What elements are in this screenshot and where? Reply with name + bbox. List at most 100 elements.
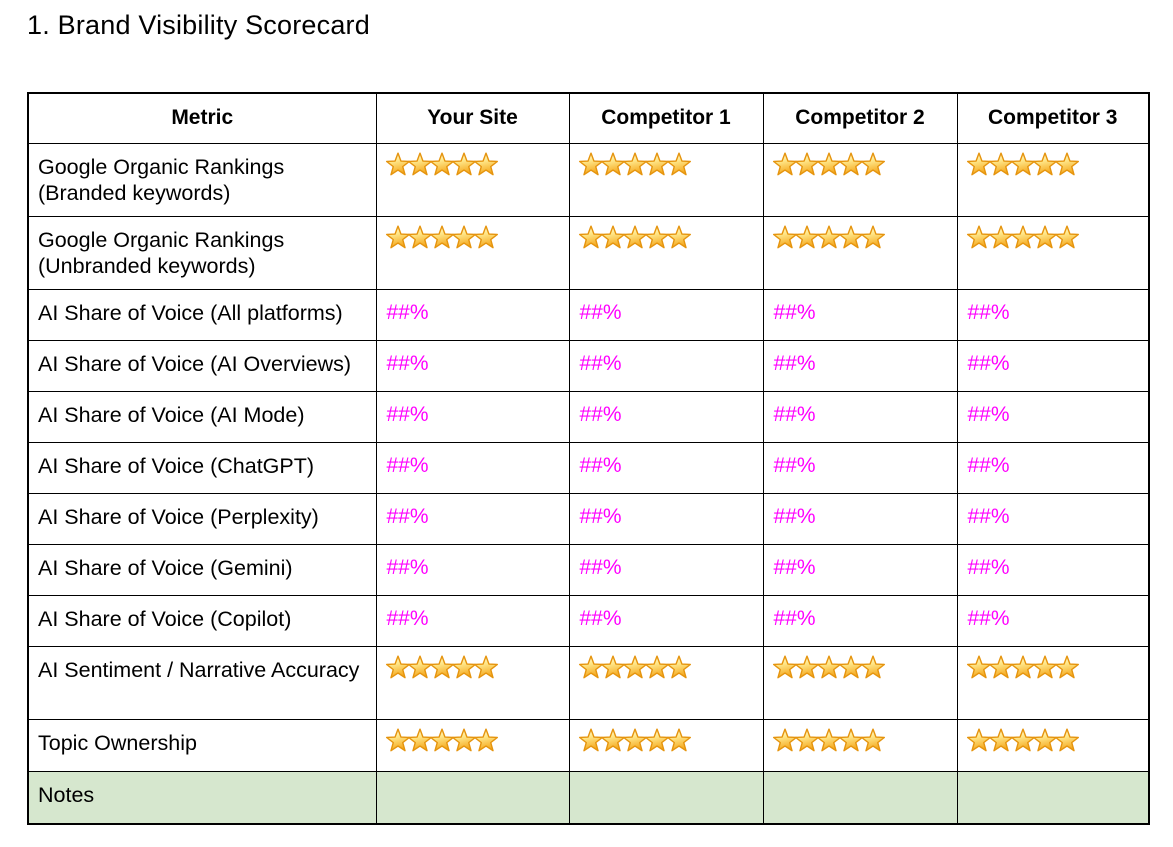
star-icon xyxy=(816,654,841,678)
star-icon xyxy=(1010,727,1035,751)
star-icon xyxy=(644,151,669,175)
stars-cell[interactable] xyxy=(375,718,570,772)
percent-cell[interactable]: ##% xyxy=(956,492,1150,545)
star-icon xyxy=(966,654,991,678)
table-row-2: AI Share of Voice (All platforms) ##% ##% #… xyxy=(27,288,1150,341)
row-label: AI Share of Voice (AI Mode) xyxy=(27,390,377,443)
row-label: Topic Ownership xyxy=(27,718,377,772)
star-icon xyxy=(407,151,432,175)
percent-cell[interactable]: ##% xyxy=(568,543,764,596)
column-header-0: Metric xyxy=(27,92,377,144)
star-icon xyxy=(644,654,669,678)
percent-cell[interactable]: ##% xyxy=(762,441,958,494)
star-icon xyxy=(578,151,603,175)
percent-cell[interactable]: ##% xyxy=(375,288,570,341)
star-icon xyxy=(451,727,476,751)
percent-cell[interactable]: ##% xyxy=(568,441,764,494)
row-label: AI Share of Voice (All platforms) xyxy=(27,288,377,341)
percent-cell[interactable]: ##% xyxy=(762,390,958,443)
stars-cell[interactable] xyxy=(375,142,570,217)
notes-cell[interactable] xyxy=(568,770,764,825)
percent-cell[interactable]: ##% xyxy=(375,543,570,596)
percent-cell[interactable]: ##% xyxy=(956,339,1150,392)
star-icon xyxy=(666,151,691,175)
percent-cell[interactable]: ##% xyxy=(762,543,958,596)
star-icon xyxy=(794,654,819,678)
table-row-5: AI Share of Voice (ChatGPT) ##% ##% ##% ##% xyxy=(27,441,1150,494)
percent-cell[interactable]: ##% xyxy=(956,441,1150,494)
stars-cell[interactable] xyxy=(375,215,570,290)
star-icon xyxy=(622,151,647,175)
stars-cell[interactable] xyxy=(956,718,1150,772)
column-header-1: Your Site xyxy=(375,92,570,144)
notes-cell[interactable] xyxy=(762,770,958,825)
star-icon xyxy=(816,151,841,175)
star-icon xyxy=(1032,224,1057,248)
star-icon xyxy=(988,224,1013,248)
stars-cell[interactable] xyxy=(568,645,764,720)
star-icon xyxy=(772,654,797,678)
star-icon xyxy=(578,224,603,248)
star-icon xyxy=(988,151,1013,175)
stars-cell[interactable] xyxy=(568,718,764,772)
percent-cell[interactable]: ##% xyxy=(956,390,1150,443)
star-icon xyxy=(860,151,885,175)
table-row-4: AI Share of Voice (AI Mode) ##% ##% ##% ##% xyxy=(27,390,1150,443)
star-icon xyxy=(1054,727,1079,751)
percent-cell[interactable]: ##% xyxy=(375,390,570,443)
percent-cell[interactable]: ##% xyxy=(375,339,570,392)
star-icon xyxy=(794,151,819,175)
percent-cell[interactable]: ##% xyxy=(762,492,958,545)
table-row-7: AI Share of Voice (Gemini) ##% ##% ##% ##% xyxy=(27,543,1150,596)
row-label: AI Share of Voice (Gemini) xyxy=(27,543,377,596)
percent-cell[interactable]: ##% xyxy=(568,492,764,545)
stars-cell[interactable] xyxy=(956,645,1150,720)
star-icon xyxy=(838,224,863,248)
stars-cell[interactable] xyxy=(568,142,764,217)
percent-cell[interactable]: ##% xyxy=(568,288,764,341)
percent-cell[interactable]: ##% xyxy=(956,288,1150,341)
stars-cell[interactable] xyxy=(568,215,764,290)
percent-cell[interactable]: ##% xyxy=(762,594,958,647)
star-icon xyxy=(772,727,797,751)
percent-cell[interactable]: ##% xyxy=(956,594,1150,647)
star-icon xyxy=(1054,224,1079,248)
star-icon xyxy=(578,727,603,751)
percent-cell[interactable]: ##% xyxy=(568,594,764,647)
row-label: Google Organic Rankings (Branded keyword… xyxy=(27,142,377,217)
stars-cell[interactable] xyxy=(762,215,958,290)
percent-cell[interactable]: ##% xyxy=(762,339,958,392)
stars-cell[interactable] xyxy=(375,645,570,720)
star-icon xyxy=(473,151,498,175)
table-row-3: AI Share of Voice (AI Overviews) ##% ##% ##… xyxy=(27,339,1150,392)
stars-cell[interactable] xyxy=(956,142,1150,217)
notes-cell[interactable] xyxy=(375,770,570,825)
percent-cell[interactable]: ##% xyxy=(956,543,1150,596)
percent-cell[interactable]: ##% xyxy=(375,441,570,494)
percent-cell[interactable]: ##% xyxy=(375,492,570,545)
star-icon xyxy=(451,151,476,175)
percent-cell[interactable]: ##% xyxy=(375,594,570,647)
stars-cell[interactable] xyxy=(956,215,1150,290)
star-icon xyxy=(451,224,476,248)
table-row-0: Google Organic Rankings (Branded keyword… xyxy=(27,142,1150,217)
star-icon xyxy=(429,224,454,248)
percent-cell[interactable]: ##% xyxy=(568,339,764,392)
star-icon xyxy=(473,727,498,751)
stars-cell[interactable] xyxy=(762,718,958,772)
percent-cell[interactable]: ##% xyxy=(762,288,958,341)
star-icon xyxy=(772,224,797,248)
stars-cell[interactable] xyxy=(762,142,958,217)
star-icon xyxy=(816,727,841,751)
star-icon xyxy=(385,727,410,751)
stars-cell[interactable] xyxy=(762,645,958,720)
star-icon xyxy=(1032,151,1057,175)
star-icon xyxy=(860,224,885,248)
percent-cell[interactable]: ##% xyxy=(568,390,764,443)
notes-cell[interactable] xyxy=(956,770,1150,825)
star-icon xyxy=(1054,654,1079,678)
star-icon xyxy=(794,224,819,248)
star-icon xyxy=(385,224,410,248)
table-row-8: AI Share of Voice (Copilot) ##% ##% ##% ##% xyxy=(27,594,1150,647)
